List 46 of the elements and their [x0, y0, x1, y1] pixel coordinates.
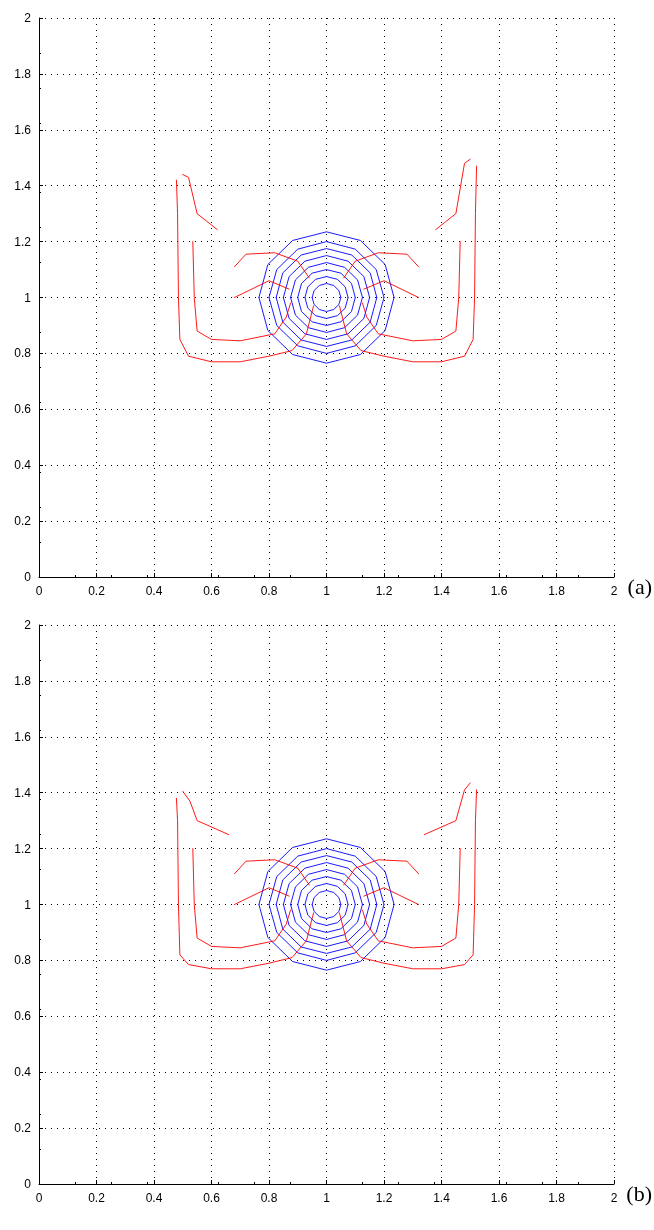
y-tick-label: 1.2 [14, 234, 32, 249]
x-tick-label: 1.4 [433, 584, 451, 598]
x-tick-label: 1.6 [490, 1191, 508, 1205]
y-tick-label: 0 [24, 570, 32, 584]
y-tick-label: 1.4 [14, 178, 32, 193]
y-tick-label: 0 [24, 1177, 32, 1191]
x-tick-label: 0.8 [260, 1191, 278, 1205]
y-tick-label: 1.6 [14, 122, 32, 137]
y-tick-label: 0.6 [14, 402, 32, 417]
y-tick-label: 1 [24, 290, 32, 305]
y-tick-label: 2 [24, 11, 32, 25]
x-tick-label: 2 [610, 584, 618, 598]
x-tick-label: 1.2 [375, 584, 393, 598]
y-tick-label: 0.6 [14, 1009, 32, 1024]
x-tick-label: 0.6 [203, 584, 221, 598]
x-tick-label: 1.8 [548, 1191, 566, 1205]
x-tick-label: 1 [323, 584, 331, 598]
y-tick-label: 1.8 [14, 673, 32, 688]
x-tick-label: 1.4 [433, 1191, 451, 1205]
y-tick-label: 1 [24, 897, 32, 912]
x-tick-label: 0.6 [203, 1191, 221, 1205]
x-tick-label: 0.4 [145, 1191, 163, 1205]
x-tick-label: 0.8 [260, 584, 278, 598]
text: (a) [627, 573, 652, 599]
y-tick-label: 0.4 [14, 458, 32, 473]
x-tick-label: 1 [323, 1191, 331, 1205]
y-tick-label: 2 [24, 618, 32, 632]
y-tick-label: 1.8 [14, 66, 32, 81]
x-tick-label: 0.4 [145, 584, 163, 598]
y-tick-label: 1.2 [14, 841, 32, 856]
x-tick-label: 0.2 [88, 1191, 106, 1205]
y-tick-label: 1.4 [14, 785, 32, 800]
y-tick-label: 1.6 [14, 729, 32, 744]
x-tick-label: 0 [35, 1191, 43, 1205]
x-tick-label: 1.6 [490, 584, 508, 598]
y-tick-label: 0.8 [14, 346, 32, 361]
x-tick-label: 0.2 [88, 584, 106, 598]
y-tick-label: 0.8 [14, 953, 32, 968]
x-tick-label: 1.8 [548, 584, 566, 598]
y-tick-label: 0.2 [14, 1121, 32, 1136]
x-tick-label: 2 [610, 1191, 618, 1205]
x-tick-label: 0 [35, 584, 43, 598]
x-tick-label: 1.2 [375, 1191, 393, 1205]
y-tick-label: 0.4 [14, 1065, 32, 1080]
text: (b) [626, 1180, 652, 1206]
y-tick-label: 0.2 [14, 514, 32, 529]
